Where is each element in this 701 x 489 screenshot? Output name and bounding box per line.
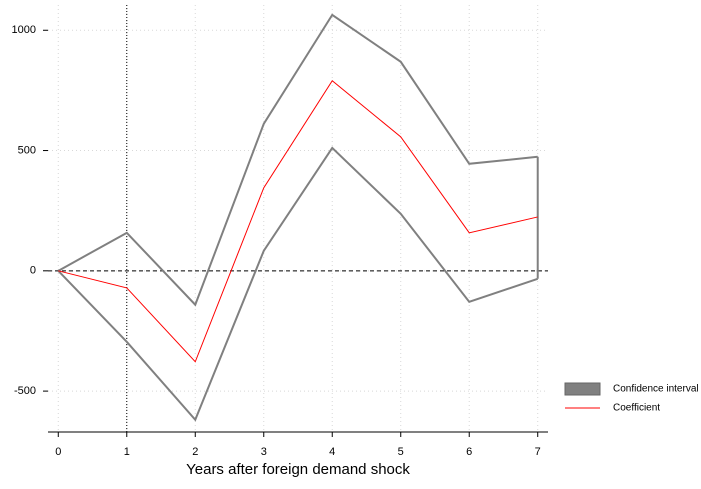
legend-swatch: [564, 382, 601, 396]
x-tick-label: 5: [398, 446, 404, 458]
coefficient-line: [58, 80, 538, 363]
legend-label: Coefficient: [613, 403, 660, 414]
y-tick-label: 500: [18, 144, 36, 156]
x-tick-label: 1: [124, 446, 130, 458]
x-tick-label: 3: [261, 446, 267, 458]
y-tick-label: 1000: [12, 24, 36, 36]
ci-upper: [57, 13, 538, 307]
legend-label: Confidence interval: [613, 384, 699, 395]
x-tick-label: 2: [192, 446, 198, 458]
x-tick-label: 7: [535, 446, 541, 458]
x-tick-label: 6: [466, 446, 472, 458]
x-tick-label: 0: [55, 446, 61, 458]
y-tick-label: 0: [30, 265, 36, 277]
y-tick-label: -500: [14, 385, 36, 397]
x-tick-label: 4: [329, 446, 335, 458]
ci-lower: [57, 146, 539, 422]
x-axis-label: Years after foreign demand shock: [186, 461, 410, 478]
